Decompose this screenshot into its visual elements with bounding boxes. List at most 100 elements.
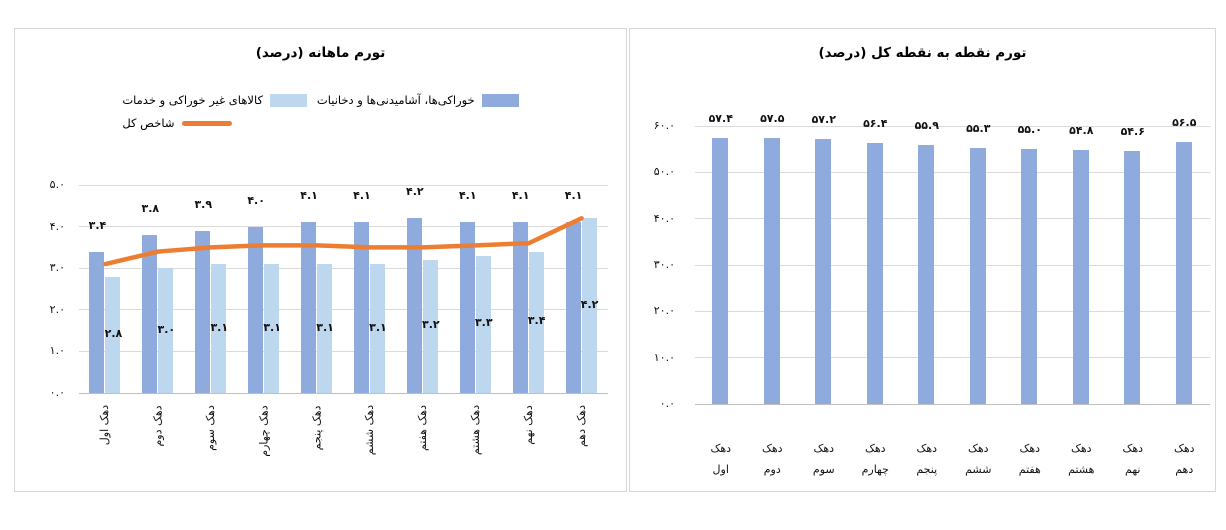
data-label: ۳.۱: [316, 320, 334, 334]
x-axis-label: دهک سوم: [812, 442, 835, 476]
data-label: ۵۶.۴: [863, 116, 888, 130]
data-label: ۵۷.۲: [811, 112, 836, 126]
data-label: ۵۴.۶: [1120, 125, 1145, 139]
bar: [142, 234, 158, 393]
x-axis-label: دهک دوم: [761, 442, 783, 476]
monthly-inflation-chart-card: تورم ماهانه (درصد) کالاهای غیر خوراکی و …: [14, 28, 627, 492]
bar: [211, 264, 227, 393]
data-label: ۳.۹: [194, 197, 213, 211]
data-label: ۴.۲: [580, 297, 599, 311]
total-index-line: [103, 216, 584, 267]
bar: [565, 222, 581, 393]
bar: [969, 147, 986, 404]
bar: [89, 251, 105, 393]
nonfood-series-swatch: [269, 93, 307, 107]
gridline: [695, 218, 1210, 220]
bar: [248, 226, 264, 393]
bar: [712, 138, 729, 404]
gridline: [695, 310, 1210, 312]
y-axis-tick-label: ۰.۰: [49, 386, 65, 399]
data-label: ۳.۳: [474, 316, 493, 330]
data-label: ۵۷.۵: [760, 111, 785, 125]
x-axis-label: دهک چهارم: [861, 442, 889, 476]
total-index-line-swatch: [181, 120, 232, 126]
gridline: [695, 403, 1210, 405]
legend-item-total-index: شاخص کل: [122, 116, 232, 130]
bar: [1021, 149, 1038, 404]
y-axis-tick-label: ۵۰.۰: [653, 165, 675, 179]
data-label: ۵۷.۴: [708, 112, 733, 126]
gridline: [695, 171, 1210, 173]
y-axis-tick-label: ۴.۰: [49, 219, 65, 233]
y-axis-tick-label: ۳۰.۰: [653, 258, 675, 271]
bar: [406, 218, 422, 393]
bar: [866, 142, 883, 404]
data-label: ۳.۴: [88, 218, 107, 232]
bar: [763, 137, 780, 404]
gridline: [79, 184, 608, 186]
data-label: ۵۵.۹: [914, 119, 939, 132]
data-label: ۴.۱: [511, 189, 530, 203]
bar: [353, 222, 369, 393]
data-label: ۳.۱: [210, 320, 229, 334]
monthly-chart-legend: کالاهای غیر خوراکی و خدمات خوراکی‌ها، آش…: [15, 93, 626, 130]
data-label: ۳.۱: [369, 320, 387, 334]
x-axis-label: دهک نهم: [1122, 442, 1144, 476]
monthly-chart-plot-area: ۰.۰ ۱.۰ ۲.۰ ۳.۰ ۴.۰ ۵.۰ ۳.۴ ۳.۸ ۳.۹ ۴.۰ ۴.۱ ۴.۱ ۴.۲ ۴…: [50, 179, 608, 456]
gridline: [79, 309, 608, 311]
bar: [317, 264, 333, 393]
y-axis-tick-label: ۳.۰: [49, 261, 65, 275]
data-label: ۴.۱: [353, 189, 371, 203]
point-to-point-chart-plot-area: ۰.۰ ۱۰.۰ ۲۰.۰ ۳۰.۰ ۴۰.۰ ۵۰.۰ ۶۰.۰ ۵۷.۴ ۵۷.۵ ۵۷.۲ ۵…: [654, 112, 1210, 476]
x-axis-label: دهک اول: [710, 442, 732, 476]
bar: [528, 251, 544, 393]
legend-row-2: شاخص کل: [122, 116, 232, 130]
legend-label-food: خوراکی‌ها، آشامیدنی‌ها و دخانیات: [316, 93, 475, 107]
data-label: ۴.۲: [406, 185, 424, 199]
monthly-chart-title: تورم ماهانه (درصد): [255, 45, 386, 61]
data-label: ۲.۸: [104, 326, 123, 340]
x-axis-label: دهک دوم: [151, 404, 165, 447]
legend-label-nonfood: کالاهای غیر خوراکی و خدمات: [122, 93, 263, 107]
gridline: [695, 264, 1210, 266]
x-axis-label: دهک پنجم: [916, 442, 938, 476]
data-label: ۵۵.۳: [966, 121, 991, 135]
bar: [815, 138, 832, 404]
bar: [105, 276, 121, 393]
y-axis-tick-label: ۶۰.۰: [653, 119, 675, 132]
data-label: ۴.۱: [300, 189, 318, 203]
x-axis-label: دهک نهم: [521, 405, 535, 445]
bar: [1072, 150, 1089, 404]
data-label: ۳.۴: [527, 314, 546, 328]
data-label: ۵۶.۵: [1172, 116, 1197, 130]
x-axis-label: دهک هشتم: [468, 404, 482, 456]
data-label: ۳.۲: [422, 318, 440, 332]
legend-item-nonfood-goods-services: کالاهای غیر خوراکی و خدمات: [122, 93, 307, 107]
x-axis-label: دهک ششم: [363, 404, 377, 456]
bar: [918, 145, 935, 404]
x-axis-label: دهک دهم: [574, 404, 588, 448]
data-label: ۵۵.۰: [1017, 123, 1042, 137]
gridline: [79, 350, 608, 352]
bar: [158, 268, 174, 393]
bar: [1124, 151, 1141, 404]
data-label: ۳.۸: [141, 201, 160, 215]
bar: [459, 222, 475, 393]
bar: [512, 222, 528, 393]
y-axis-tick-label: ۴۰.۰: [653, 211, 675, 225]
legend-row-1: کالاهای غیر خوراکی و خدمات خوراکی‌ها، آش…: [122, 93, 519, 107]
data-label: ۴.۱: [458, 189, 477, 203]
bar: [422, 259, 438, 393]
data-label: ۴.۰: [247, 193, 265, 207]
point-to-point-chart-title: تورم نقطه به نقطه کل (درصد): [818, 45, 1027, 61]
data-label: ۳.۰: [157, 322, 176, 336]
x-axis-label: دهک ششم: [965, 442, 992, 476]
data-label: ۴.۱: [564, 189, 583, 203]
bar: [195, 230, 211, 393]
bar: [475, 255, 491, 393]
gridline: [79, 392, 608, 394]
legend-item-food-beverages-tobacco: خوراکی‌ها، آشامیدنی‌ها و دخانیات: [317, 93, 519, 107]
bar: [1175, 142, 1192, 404]
y-axis-tick-label: ۱.۰: [49, 344, 65, 358]
x-axis-label: دهک سوم: [204, 405, 218, 451]
